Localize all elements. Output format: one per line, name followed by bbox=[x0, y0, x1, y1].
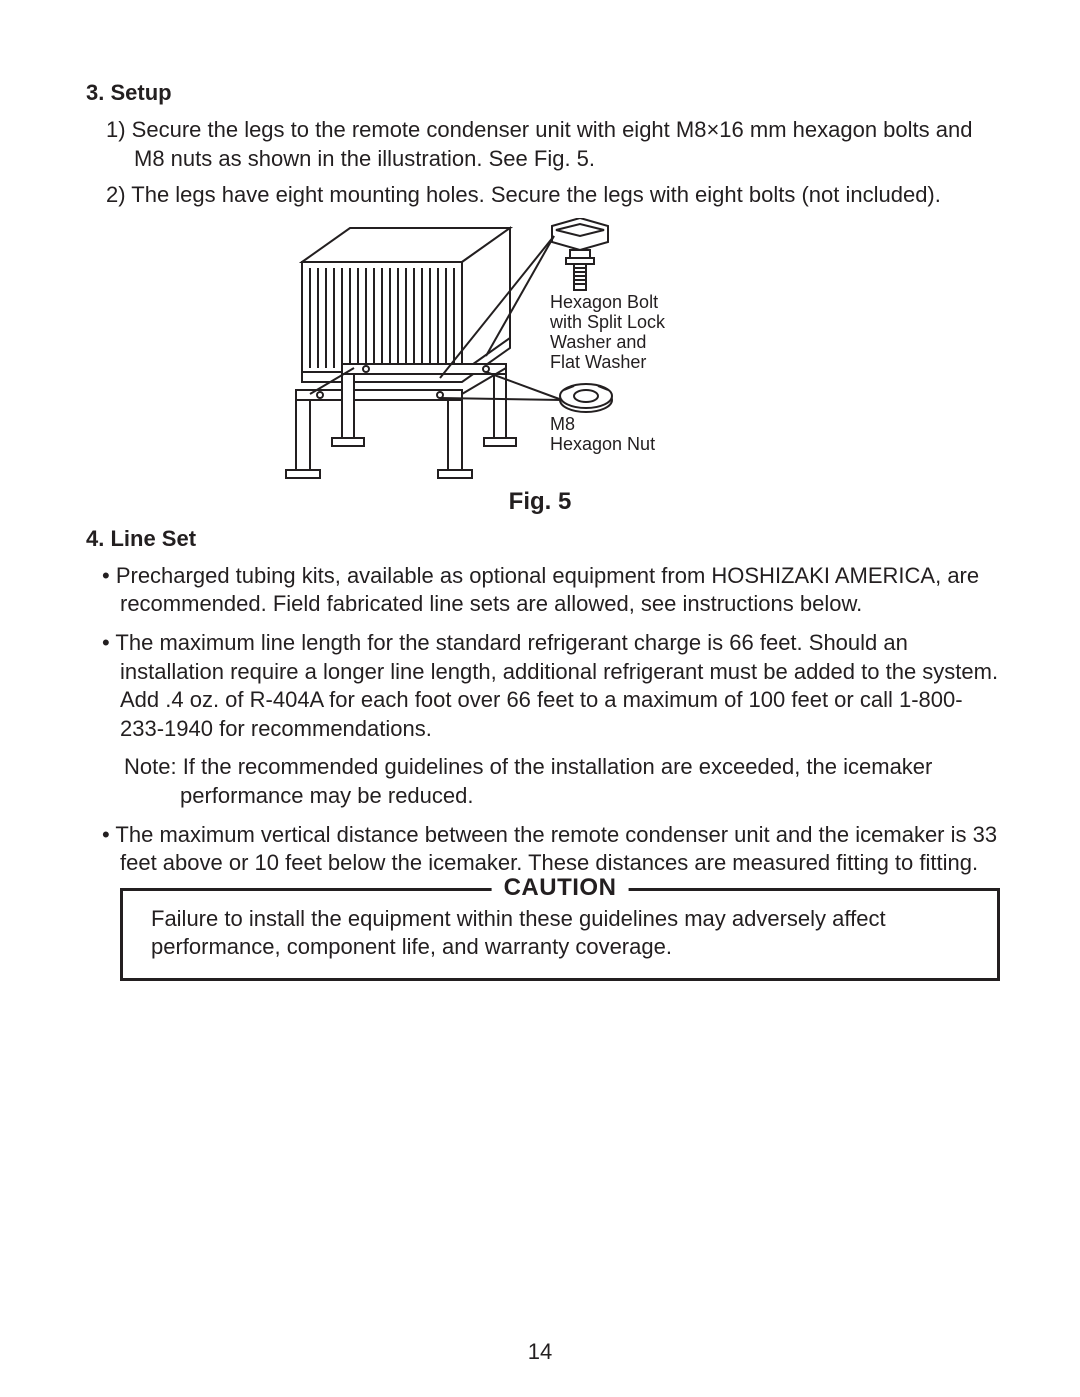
caution-label: CAUTION bbox=[492, 874, 629, 902]
section4-heading: 4. Line Set bbox=[86, 526, 1000, 552]
section4-bullet-1: • Precharged tubing kits, available as o… bbox=[80, 562, 1000, 619]
figure5-diagram: Hexagon Bolt with Split Lock Washer and … bbox=[80, 218, 1000, 486]
figure5-caption: Fig. 5 bbox=[80, 488, 1000, 516]
section3-heading: 3. Setup bbox=[86, 80, 1000, 106]
figure5-bolt-label: Hexagon Bolt with Split Lock Washer and … bbox=[549, 292, 670, 372]
figure5-nut-label: M8 Hexagon Nut bbox=[550, 414, 655, 454]
section4-bullet-3: • The maximum vertical distance between … bbox=[80, 821, 1000, 878]
caution-box: CAUTION Failure to install the equipment… bbox=[120, 888, 1000, 981]
caution-text: Failure to install the equipment within … bbox=[151, 905, 969, 962]
page-number: 14 bbox=[0, 1339, 1080, 1365]
section3-item-1: 1) Secure the legs to the remote condens… bbox=[80, 116, 1000, 173]
section4-note: Note: If the recommended guidelines of t… bbox=[80, 753, 1000, 810]
manual-page: 3. Setup 1) Secure the legs to the remot… bbox=[0, 0, 1080, 1397]
section4-bullet-2: • The maximum line length for the standa… bbox=[80, 629, 1000, 743]
section3-item-2: 2) The legs have eight mounting holes. S… bbox=[80, 181, 1000, 210]
